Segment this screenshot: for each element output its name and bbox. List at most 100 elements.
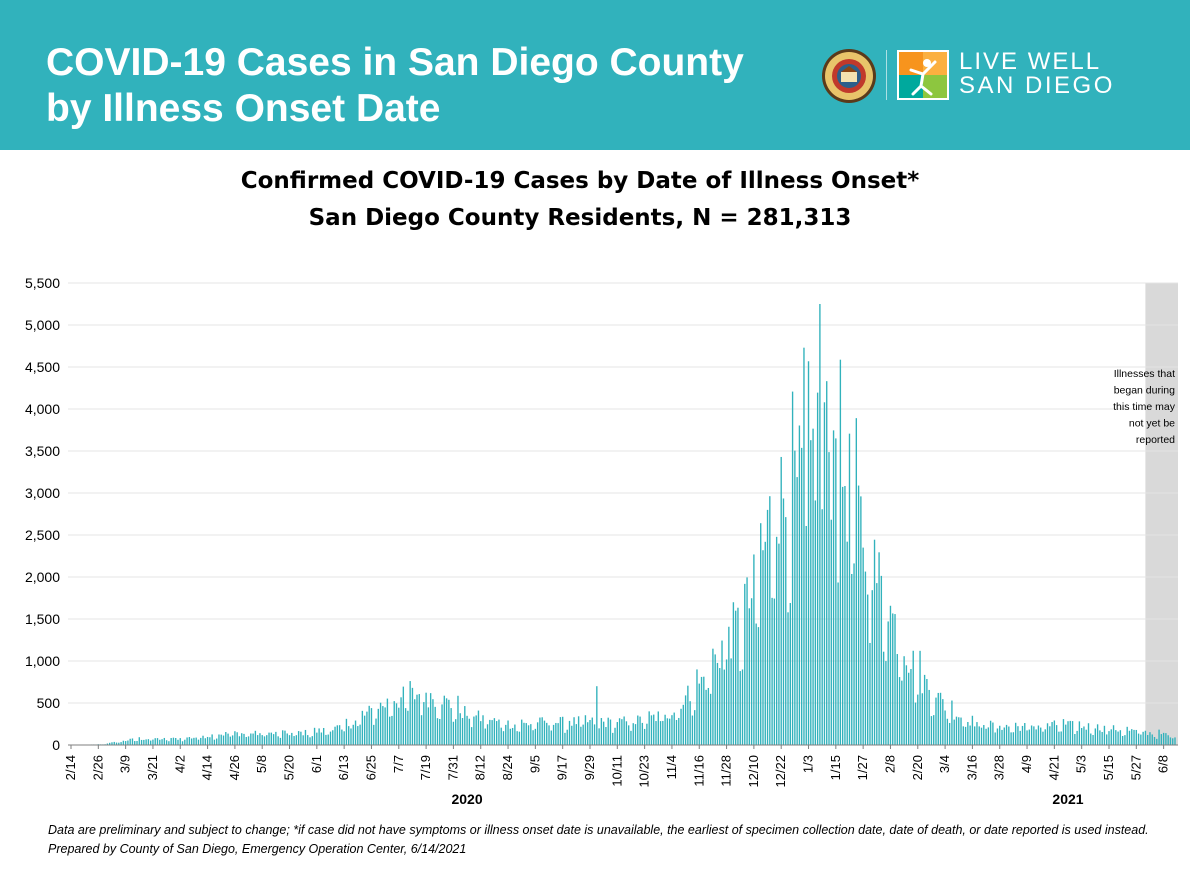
bar [721,640,723,745]
bar [694,710,696,745]
bar [780,456,782,745]
bar [468,718,471,745]
bar [828,452,830,745]
bar [905,665,908,745]
bar [969,725,971,745]
bar [161,739,163,745]
bar [334,726,336,745]
bar [525,723,527,745]
bar [1012,732,1015,745]
bar [725,659,728,745]
bar [709,693,712,745]
bar [391,715,393,745]
bar [190,738,193,745]
bar [830,519,832,745]
y-tick-label: 4,000 [25,401,60,417]
bar [575,724,578,745]
bar [220,734,222,745]
bar [559,717,562,745]
bar [719,668,721,745]
bar [557,723,559,745]
bar [302,735,304,745]
bar [568,720,571,745]
bar [1110,729,1112,745]
bar [1149,732,1151,745]
y-tick-label: 3,500 [25,443,60,459]
bar [429,693,432,745]
bar [250,733,252,745]
x-tick-label: 12/22 [773,755,788,788]
bar [509,728,512,745]
bar [475,715,477,745]
bar [409,681,411,745]
bar [1131,729,1133,745]
bar [791,391,794,745]
bar [628,725,630,745]
bar [946,718,949,745]
bar [1080,728,1083,745]
bar [839,359,842,745]
bar [443,695,445,745]
bar [209,737,211,745]
bar [803,347,805,745]
bar [1128,730,1131,745]
bar [778,543,780,745]
bar [698,683,700,745]
bar [511,727,514,745]
bar [293,736,295,745]
y-tick-label: 5,000 [25,317,60,333]
bar [933,715,935,745]
bar [892,613,894,745]
bar [129,738,131,745]
bar [288,735,291,745]
bar [149,740,152,745]
bar [418,694,420,745]
bar [730,658,732,745]
bar [322,727,325,745]
bar [1069,720,1071,745]
bar [807,361,810,745]
bar [796,477,798,745]
bar [873,539,876,745]
bar [516,731,518,745]
bar [124,741,127,745]
bar [853,563,855,745]
bar [436,718,439,745]
bar [798,425,801,745]
bar [284,730,286,745]
bar [728,626,730,745]
bar [760,523,762,745]
bar [703,676,705,745]
bar [764,541,766,745]
bar [1033,726,1035,745]
bar [495,721,498,745]
bar [1108,731,1110,745]
bar [753,554,755,745]
bar [379,702,382,745]
x-tick-label: 1/15 [828,755,843,780]
bar [366,711,368,745]
reporting-lag-note: Illnesses that [1114,368,1175,380]
bar [1024,723,1026,745]
x-tick-label: 5/3 [1074,755,1089,773]
bar [1158,729,1160,745]
bar [295,735,298,745]
brand-line-1: LIVE WELL [959,48,1102,75]
bar [247,736,250,745]
bar [714,654,716,745]
bar [607,717,609,745]
bar [755,623,757,745]
bar [896,654,898,745]
bar [238,736,241,745]
bar [473,716,475,745]
bar [1115,730,1117,745]
bar [901,680,903,745]
bar [632,723,634,745]
bar [605,727,607,745]
bar [880,575,883,745]
page-title: COVID-19 Cases in San Diego County by Il… [46,40,744,132]
bar [980,727,983,745]
bar [955,716,958,745]
bar [541,717,543,745]
bar [1140,734,1142,745]
